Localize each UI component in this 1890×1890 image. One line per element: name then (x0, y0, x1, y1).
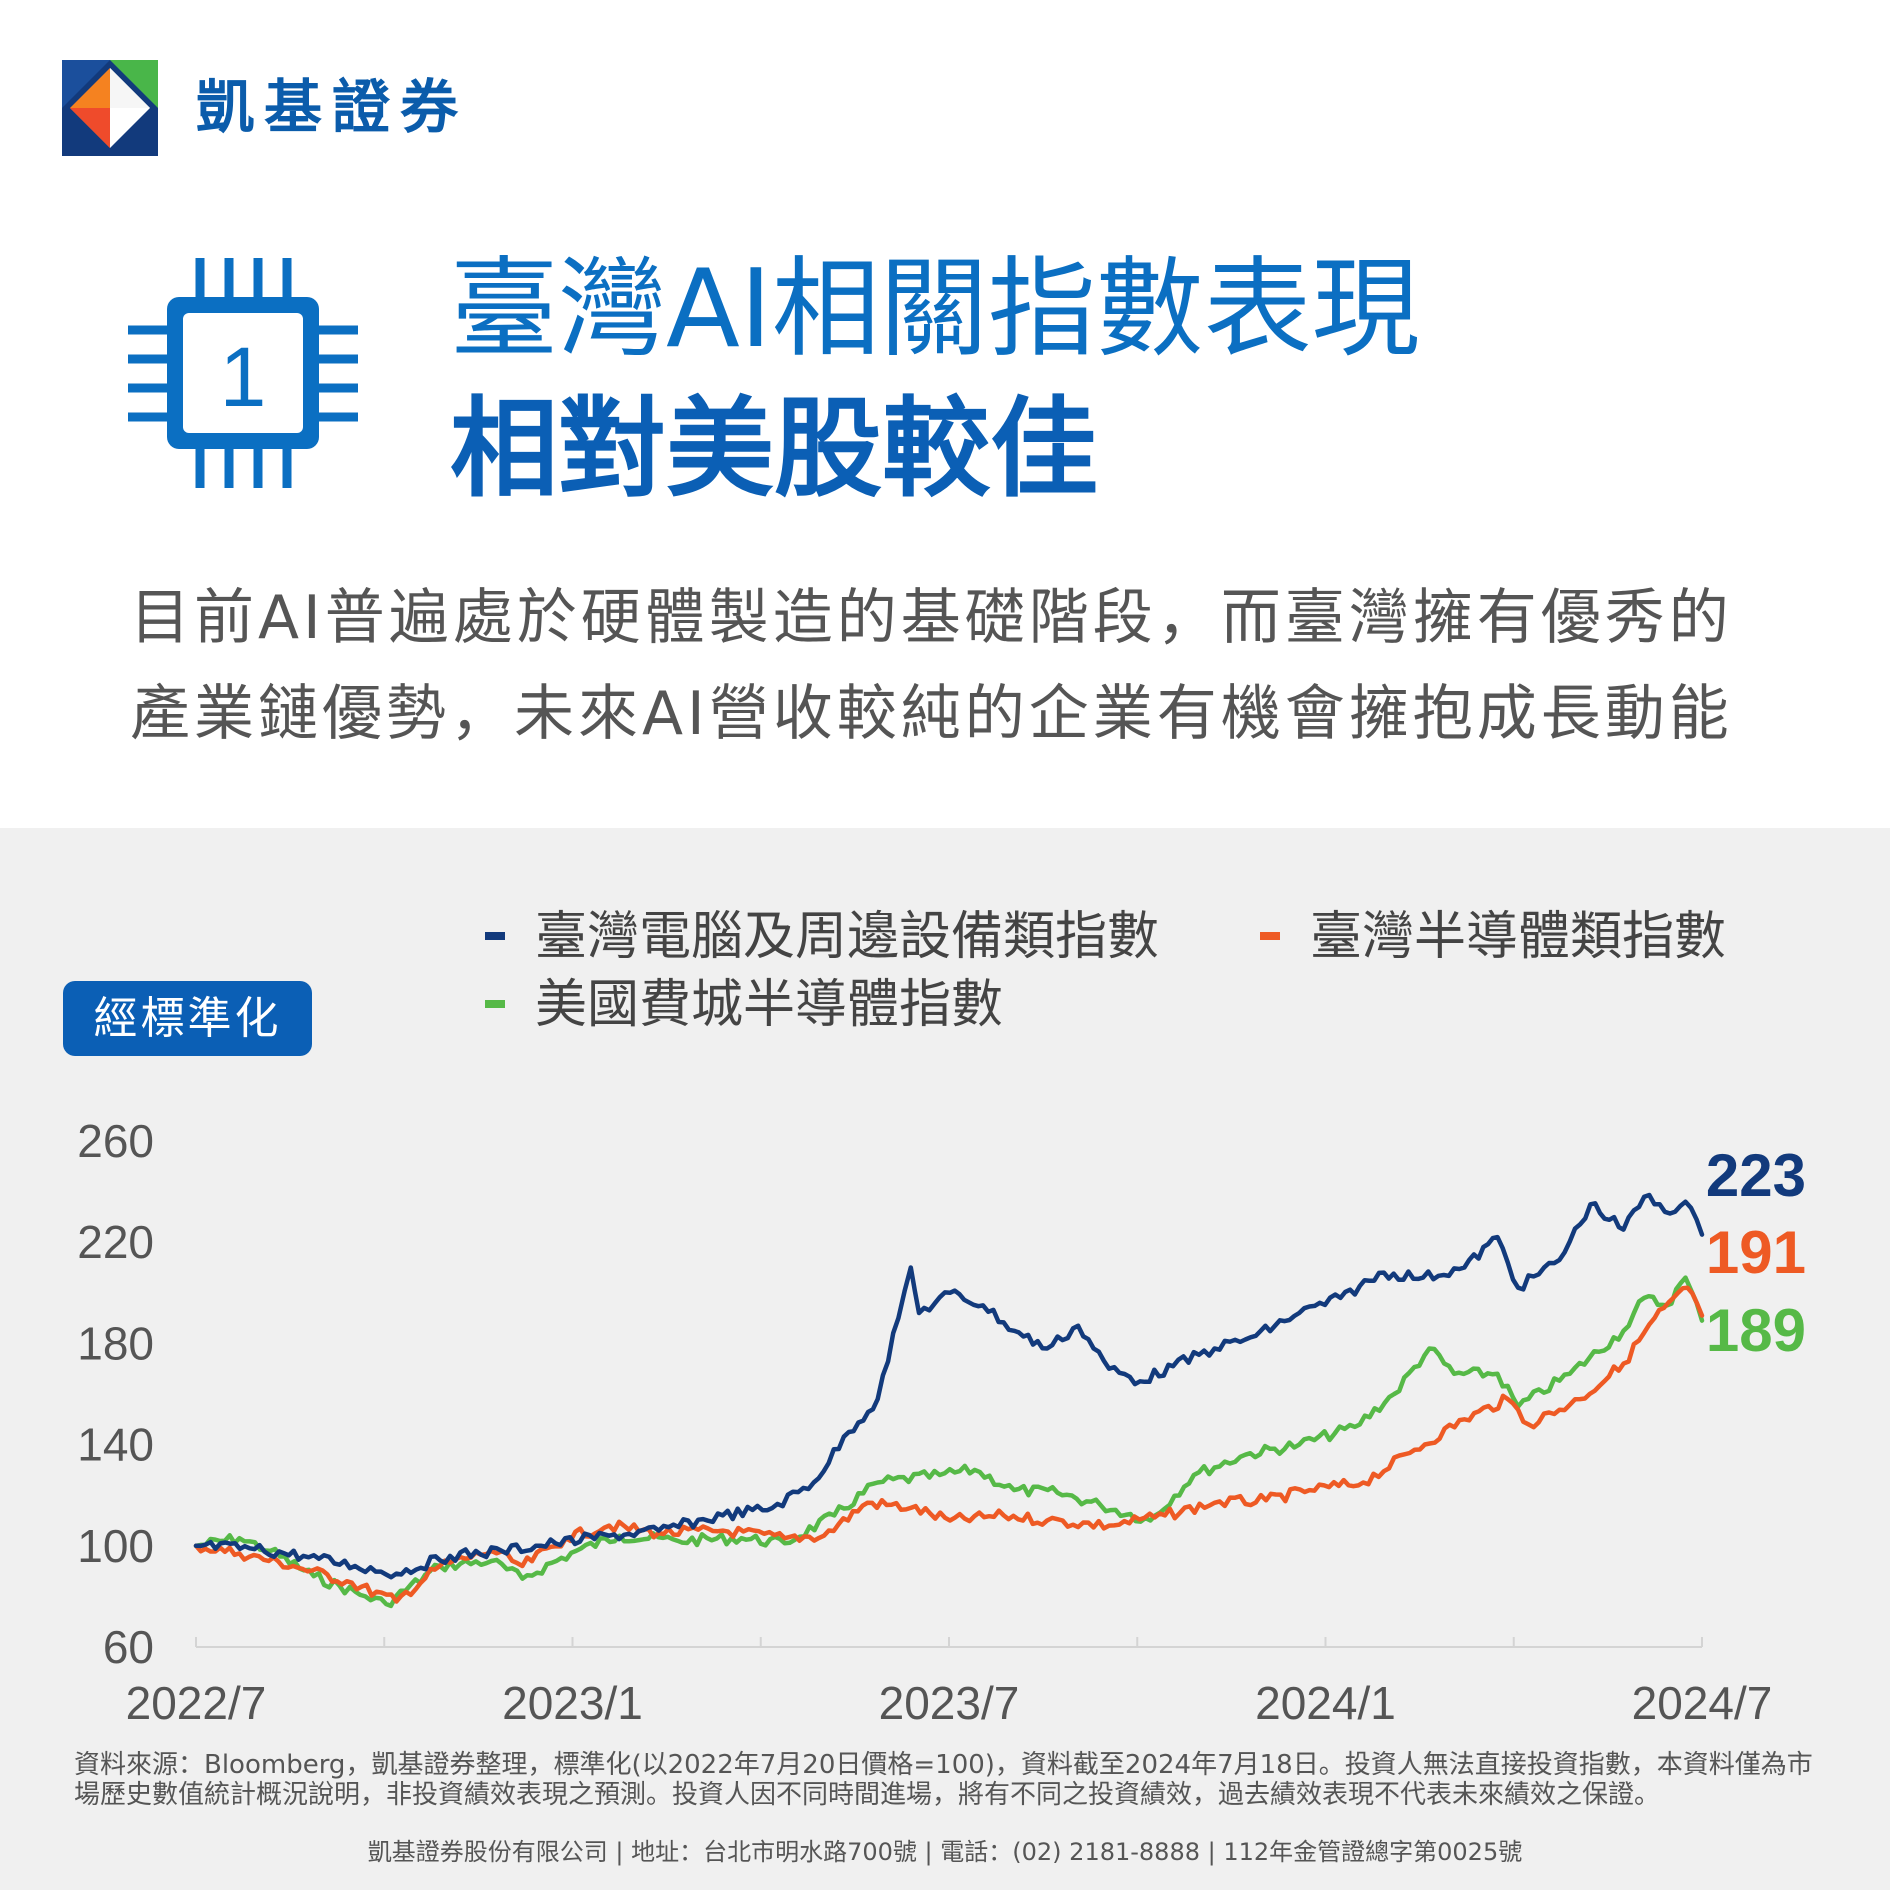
legend-label-green: 美國費城半導體指數 (535, 975, 1004, 1035)
y-tick-label: 180 (77, 1317, 154, 1369)
end-label-orange: 191 (1706, 1219, 1806, 1286)
end-label-green: 189 (1706, 1297, 1806, 1364)
y-tick-label: 220 (77, 1216, 154, 1268)
headline-line2: 相對美股較佳 (450, 387, 1099, 512)
y-tick-label: 260 (77, 1115, 154, 1167)
source-note-line1: 資料來源：Bloomberg，凱基證券整理，標準化(以2022年7月20日價格=… (74, 1750, 1813, 1780)
x-tick-label: 2023/1 (502, 1677, 643, 1729)
series-line-navy (193, 1192, 1705, 1580)
x-tick-label: 2022/7 (126, 1677, 267, 1729)
chart-panel (0, 828, 1890, 1890)
series-line-orange (193, 1285, 1705, 1604)
y-tick-label: 140 (77, 1419, 154, 1471)
legend-swatch-navy (485, 932, 505, 940)
chip-number: 1 (220, 330, 267, 424)
legend-item-green: 美國費城半導體指數 (485, 973, 1003, 1037)
legend-item-navy: 臺灣電腦及周邊設備類指數 (485, 905, 1159, 969)
intro-line2: 產業鏈優勢，未來AI營收較純的企業有機會擁抱成長動能 (130, 679, 1733, 749)
legend-swatch-green (485, 1000, 505, 1008)
intro-line1: 目前AI普遍處於硬體製造的基礎階段，而臺灣擁有優秀的 (130, 583, 1733, 653)
x-tick-label: 2024/7 (1632, 1677, 1773, 1729)
x-tick-label: 2023/7 (879, 1677, 1020, 1729)
brand-name: 凱基證券 (196, 73, 469, 141)
company-footer: 凱基證券股份有限公司 | 地址：台北市明水路700號 | 電話：(02) 218… (367, 1838, 1523, 1866)
legend-item-orange: 臺灣半導體類指數 (1260, 905, 1726, 969)
line-chart: 2022/7 2023/1 2023/7 2024/1 2024/7 60 100 140 18… (77, 1115, 1806, 1729)
series-line-green (193, 1275, 1705, 1609)
kgi-logo (62, 60, 158, 156)
y-tick-label: 60 (103, 1621, 154, 1673)
legend-swatch-orange (1260, 932, 1280, 940)
legend-label-orange: 臺灣半導體類指數 (1310, 907, 1727, 967)
y-tick-label: 100 (77, 1520, 154, 1572)
normalized-badge: 經標準化 (63, 981, 312, 1056)
legend-label-navy: 臺灣電腦及周邊設備類指數 (535, 907, 1160, 967)
source-note-line2: 場歷史數值統計概況說明，非投資績效表現之預測。投資人因不同時間進場，將有不同之投… (74, 1780, 1661, 1810)
x-tick-label: 2024/1 (1255, 1677, 1396, 1729)
end-label-navy: 223 (1706, 1142, 1806, 1209)
chip-icon: 1 (128, 258, 358, 488)
source-note: 資料來源：Bloomberg，凱基證券整理，標準化(以2022年7月20日價格=… (74, 1750, 1834, 1810)
headline-line1: 臺灣AI相關指數表現 (450, 247, 1420, 372)
intro-text: 目前AI普遍處於硬體製造的基礎階段，而臺灣擁有優秀的 產業鏈優勢，未來AI營收較… (130, 570, 1810, 762)
